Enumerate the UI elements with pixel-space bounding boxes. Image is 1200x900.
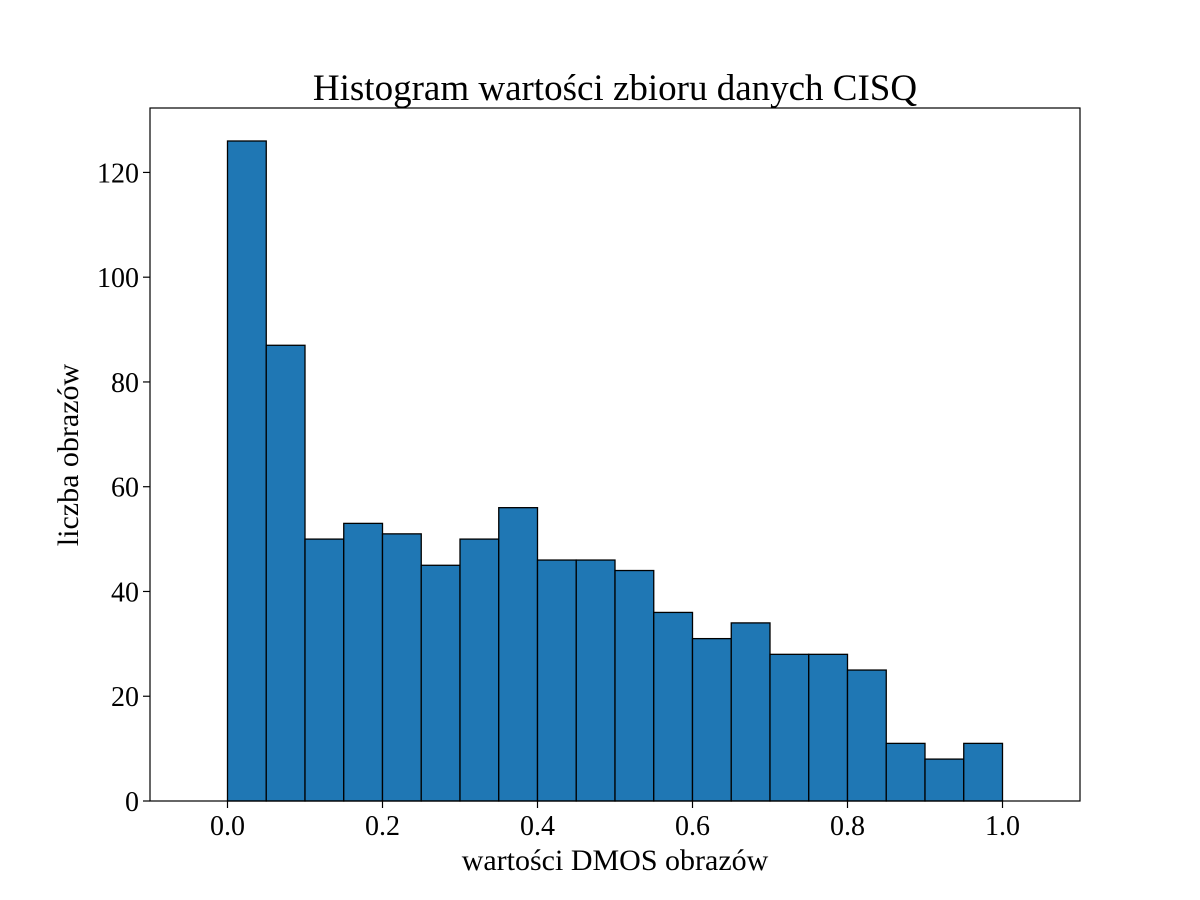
- histogram-bar: [924, 758, 965, 802]
- histogram-bar: [226, 140, 267, 802]
- y-axis-ticks: 0 20 40 60 80 100 120: [97, 158, 150, 818]
- histogram-bar: [963, 742, 1004, 802]
- histogram-bar: [459, 538, 500, 802]
- histogram-bar: [846, 669, 887, 802]
- x-tick-label: 0.8: [830, 811, 865, 842]
- histogram-bar: [265, 344, 306, 802]
- y-tick-label: 40: [111, 577, 139, 608]
- y-tick-label: 80: [111, 368, 139, 399]
- histogram-bar: [730, 622, 771, 802]
- x-tick-label: 0.4: [520, 811, 555, 842]
- y-axis-label: liczba obrazów: [52, 363, 85, 546]
- histogram-bar: [536, 559, 577, 802]
- y-tick-label: 120: [97, 158, 139, 189]
- histogram-bar: [769, 653, 810, 802]
- histogram-bar: [343, 522, 384, 802]
- x-tick-label: 0.2: [365, 811, 400, 842]
- histogram-bar: [691, 637, 732, 802]
- x-axis-ticks: 0.0 0.2 0.4 0.6 0.8 1.0: [210, 801, 1020, 842]
- y-tick-label: 20: [111, 682, 139, 713]
- x-tick-label: 0.6: [675, 811, 710, 842]
- x-axis-label: wartości DMOS obrazów: [462, 844, 769, 877]
- y-tick-label: 100: [97, 263, 139, 294]
- x-tick-label: 0.0: [210, 811, 245, 842]
- histogram-bar: [808, 653, 849, 802]
- histogram-bar: [885, 742, 926, 802]
- bars-group: [226, 140, 1004, 802]
- y-tick-label: 0: [125, 787, 139, 818]
- histogram-bar: [614, 569, 655, 802]
- histogram-bar: [575, 559, 616, 802]
- histogram-bar: [304, 538, 345, 802]
- plot-area-frame: [149, 107, 1081, 802]
- histogram-bar: [420, 564, 461, 802]
- y-tick-label: 60: [111, 473, 139, 504]
- histogram-bar: [381, 533, 422, 802]
- histogram-bar: [498, 507, 539, 802]
- x-tick-label: 1.0: [985, 811, 1020, 842]
- histogram-bar: [653, 611, 694, 802]
- chart-title: Histogram wartości zbioru danych CISQ: [313, 68, 917, 109]
